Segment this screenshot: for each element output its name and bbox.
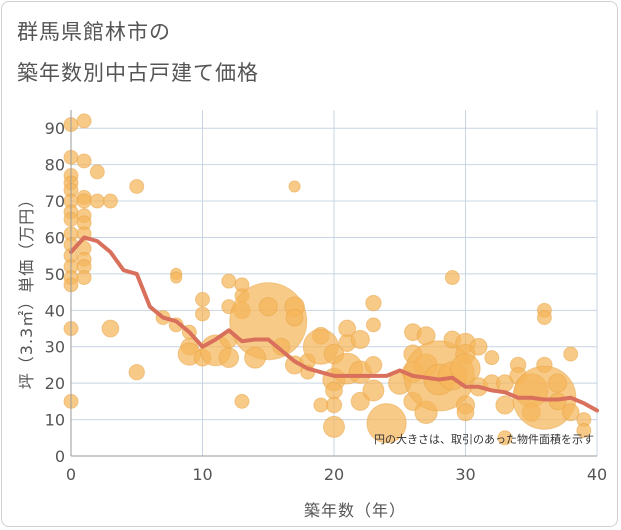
bubble-point bbox=[272, 337, 291, 356]
bubble-point bbox=[365, 294, 382, 312]
bubble-point bbox=[366, 403, 407, 444]
y-tick-label: 20 bbox=[45, 374, 65, 393]
bubble-point bbox=[170, 271, 183, 284]
bubble-point bbox=[195, 306, 210, 322]
bubble-point bbox=[195, 291, 210, 307]
bubble-point bbox=[497, 430, 513, 446]
bubble-point bbox=[547, 373, 568, 393]
y-tick-label: 50 bbox=[45, 265, 65, 284]
x-axis-title: 築年数（年） bbox=[304, 501, 406, 520]
bubble-point bbox=[364, 356, 383, 374]
y-axis-title: 坪（3.3㎡）単価（万円） bbox=[17, 191, 36, 389]
bubble-point bbox=[128, 364, 145, 381]
bubble-point bbox=[563, 346, 579, 362]
trend-line bbox=[69, 235, 599, 413]
bubble-point bbox=[325, 381, 343, 400]
trend-line-group bbox=[69, 235, 599, 413]
bubble-point bbox=[258, 297, 278, 317]
bubble-point bbox=[244, 346, 267, 369]
axes: 0 10 20 30 40 50 60 70 80 90 0 10 20 30 40 bbox=[45, 110, 607, 484]
bubble-point bbox=[129, 178, 145, 194]
x-tick-label: 30 bbox=[455, 465, 475, 484]
x-tick-label: 10 bbox=[192, 465, 212, 484]
y-tick-label: 30 bbox=[45, 338, 65, 357]
bubble-point bbox=[450, 353, 481, 384]
chart-title-line1: 群馬県館林市の bbox=[17, 20, 171, 44]
bubble-point bbox=[323, 415, 345, 438]
bubble-point bbox=[89, 193, 105, 209]
bubble-point bbox=[456, 403, 475, 422]
bubble-point bbox=[76, 113, 92, 129]
bubble-point bbox=[76, 153, 92, 169]
bubble-point bbox=[76, 270, 92, 286]
x-tick-label: 0 bbox=[66, 465, 76, 484]
bubble-point bbox=[285, 308, 304, 327]
bubble-point bbox=[221, 273, 237, 289]
x-tick-label: 20 bbox=[324, 465, 344, 484]
bubble-point bbox=[234, 393, 250, 409]
bubble-point bbox=[313, 397, 329, 413]
y-tick-label: 70 bbox=[45, 192, 65, 211]
bubble-point bbox=[469, 337, 488, 356]
bubble-point bbox=[576, 423, 592, 439]
chart-title-line2: 築年数別中古戸建て価格 bbox=[17, 61, 259, 85]
bubble-point bbox=[102, 193, 118, 209]
bubble-size-note: 円の大きさは、取引のあった物件面積を示す bbox=[374, 432, 594, 446]
bubble-point bbox=[365, 317, 381, 333]
x-tick-label: 40 bbox=[587, 465, 607, 484]
y-tick-label: 40 bbox=[45, 301, 65, 320]
bubble-point bbox=[218, 347, 240, 368]
y-tick-label: 60 bbox=[45, 228, 65, 247]
bubble-point bbox=[444, 270, 460, 286]
bubble-point bbox=[89, 164, 105, 180]
bubble-point bbox=[484, 350, 500, 366]
y-tick-label: 80 bbox=[45, 156, 65, 175]
bubble-point bbox=[350, 329, 370, 350]
y-tick-label: 10 bbox=[45, 411, 65, 430]
bubble-point bbox=[495, 395, 515, 415]
bubble-point bbox=[536, 310, 552, 326]
bubble-point bbox=[325, 396, 343, 414]
bubble-point bbox=[362, 379, 385, 402]
y-tick-label: 0 bbox=[55, 447, 65, 466]
y-tick-label: 90 bbox=[45, 119, 65, 138]
bubble-point bbox=[101, 319, 120, 338]
bubble-point bbox=[288, 180, 301, 193]
bubble-point bbox=[561, 403, 580, 422]
bubble-point bbox=[76, 193, 92, 209]
